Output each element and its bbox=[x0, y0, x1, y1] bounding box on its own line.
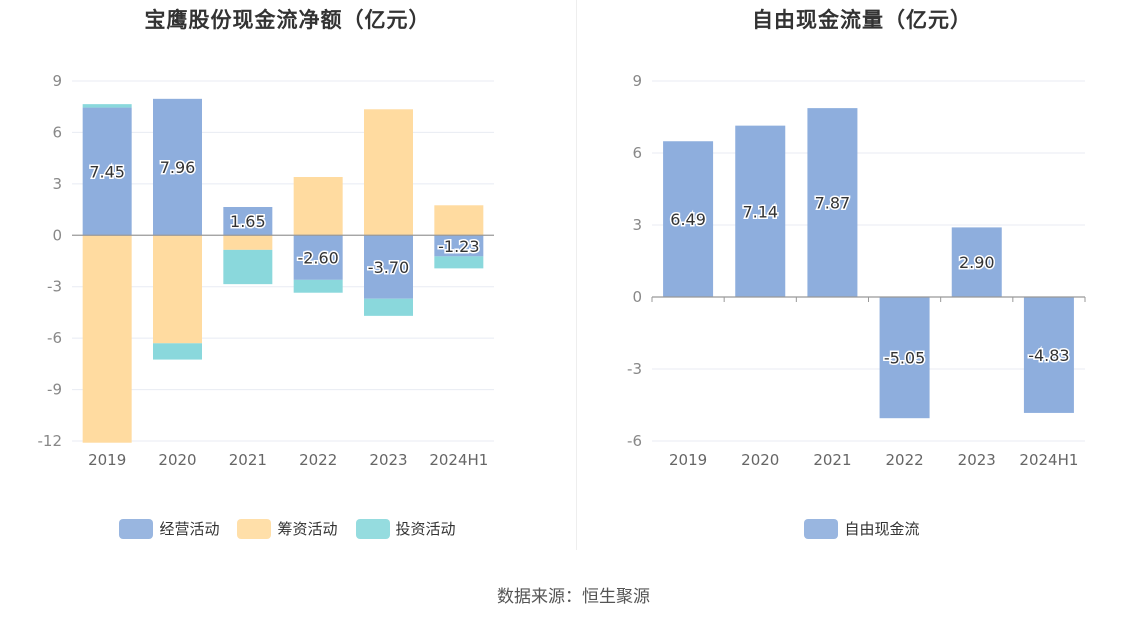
bar bbox=[364, 298, 413, 316]
y-tick-label: -6 bbox=[47, 329, 62, 347]
legend-item[interactable]: 自由现金流 bbox=[804, 518, 920, 539]
x-tick-label: 2019 bbox=[88, 451, 126, 469]
y-tick-label: -3 bbox=[627, 360, 642, 378]
x-tick-label: 2024H1 bbox=[1019, 451, 1078, 469]
data-label: 7.87 bbox=[815, 194, 851, 213]
data-label: 6.49 bbox=[670, 210, 706, 229]
data-label: 7.45 bbox=[89, 162, 125, 181]
data-label: -1.23 bbox=[438, 237, 479, 256]
x-tick-label: 2021 bbox=[813, 451, 851, 469]
chart-title: 自由现金流量（亿元） bbox=[752, 8, 972, 32]
y-tick-label: 9 bbox=[632, 72, 642, 90]
bar bbox=[364, 109, 413, 236]
legend-label: 自由现金流 bbox=[844, 520, 920, 538]
legend-label: 经营活动 bbox=[159, 520, 220, 538]
chart-legend: 自由现金流 bbox=[577, 518, 1147, 539]
y-tick-label: -3 bbox=[47, 278, 62, 296]
cash-flow-net-chart-panel: 宝鹰股份现金流净额（亿元） 9 6 3 0 -3 -6 -9 -12 2019 2020 2021 2… bbox=[0, 0, 575, 560]
bar bbox=[82, 107, 132, 236]
y-tick-label: 6 bbox=[52, 123, 62, 141]
legend-swatch bbox=[355, 518, 390, 539]
bar bbox=[879, 297, 930, 419]
free-cash-flow-chart-panel: 自由现金流量（亿元） 9 6 3 0 -3 -6 2019 2020 2021 2022 2023 2… bbox=[577, 0, 1147, 560]
bar bbox=[951, 227, 1002, 297]
data-label: 1.65 bbox=[230, 212, 266, 231]
bar bbox=[663, 141, 714, 297]
data-label: -2.60 bbox=[297, 249, 338, 268]
bar bbox=[153, 343, 202, 360]
bar bbox=[153, 98, 202, 236]
legend-swatch bbox=[804, 518, 839, 539]
bar bbox=[735, 125, 786, 297]
chart-title: 宝鹰股份现金流净额（亿元） bbox=[144, 8, 431, 32]
y-tick-label: 0 bbox=[52, 226, 62, 244]
x-tick-label: 2022 bbox=[885, 451, 923, 469]
x-tick-label: 2023 bbox=[369, 451, 407, 469]
data-label: 7.96 bbox=[160, 158, 196, 177]
data-source-note: 数据来源：恒生聚源 bbox=[497, 587, 650, 607]
bar bbox=[364, 235, 413, 299]
bar bbox=[223, 207, 273, 236]
data-label: -5.05 bbox=[884, 349, 925, 368]
chart-legend: 经营活动 筹资活动 投资活动 bbox=[0, 518, 575, 539]
x-tick-label: 2023 bbox=[958, 451, 996, 469]
bar bbox=[223, 235, 273, 250]
bar bbox=[82, 104, 132, 108]
y-tick-label: -9 bbox=[47, 381, 62, 399]
legend-item[interactable]: 投资活动 bbox=[355, 518, 456, 539]
free-cash-flow-chart: 9 6 3 0 -3 -6 2019 2020 2021 2022 2023 2024H1 6.49 7.… bbox=[627, 72, 1086, 469]
bar bbox=[807, 108, 858, 298]
y-tick-label: -6 bbox=[627, 432, 642, 450]
bar bbox=[434, 205, 484, 236]
bar bbox=[293, 279, 343, 293]
y-tick-label: 3 bbox=[632, 216, 642, 234]
bar bbox=[434, 235, 484, 257]
bar bbox=[82, 235, 132, 443]
data-label: 7.14 bbox=[742, 202, 778, 221]
panel-divider bbox=[576, 0, 577, 550]
bar bbox=[293, 177, 343, 236]
bar bbox=[153, 235, 202, 344]
data-label: 2.90 bbox=[959, 253, 995, 272]
legend-label: 投资活动 bbox=[395, 520, 456, 538]
x-tick-label: 2021 bbox=[229, 451, 267, 469]
bar bbox=[223, 249, 273, 285]
legend-label: 筹资活动 bbox=[277, 520, 338, 538]
legend-item[interactable]: 经营活动 bbox=[119, 518, 219, 539]
y-tick-label: 0 bbox=[632, 288, 642, 306]
cash-flow-net-chart: 9 6 3 0 -3 -6 -9 -12 2019 2020 2021 2022 2023 2024H1 7… bbox=[38, 72, 494, 469]
x-tick-label: 2020 bbox=[158, 451, 196, 469]
x-tick-label: 2022 bbox=[299, 451, 337, 469]
legend-item[interactable]: 筹资活动 bbox=[237, 518, 338, 539]
y-tick-label: 9 bbox=[52, 72, 62, 90]
x-tick-label: 2019 bbox=[669, 451, 707, 469]
legend-swatch bbox=[119, 518, 154, 539]
legend-swatch bbox=[237, 518, 272, 539]
y-tick-label: -12 bbox=[38, 432, 63, 450]
x-tick-label: 2020 bbox=[741, 451, 779, 469]
bar bbox=[293, 235, 343, 280]
y-tick-label: 3 bbox=[52, 175, 62, 193]
x-tick-label: 2024H1 bbox=[429, 451, 488, 469]
bar bbox=[434, 256, 484, 269]
data-label: -3.70 bbox=[368, 258, 409, 277]
y-tick-label: 6 bbox=[632, 144, 642, 162]
bar bbox=[1023, 297, 1074, 413]
data-label: -4.83 bbox=[1028, 346, 1069, 365]
